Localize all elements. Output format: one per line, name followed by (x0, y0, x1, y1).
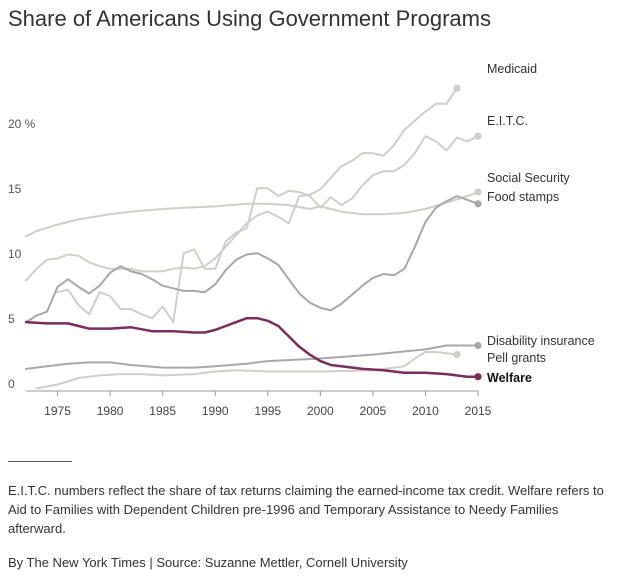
series-end-marker-welfare (474, 373, 482, 381)
y-tick-label-4: 20 % (8, 117, 36, 131)
series-line-e-i-t-c (56, 135, 479, 324)
series-end-marker-pell-grants (453, 351, 461, 359)
credit-line: By The New York Times | Source: Suzanne … (8, 555, 408, 570)
x-tick-label-2: 1985 (149, 404, 176, 418)
series-label-social-security: Social Security (487, 171, 570, 185)
x-tick-label-1: 1980 (97, 404, 124, 418)
series-label-food-stamps: Food stamps (487, 190, 559, 204)
y-tick-label-1: 5 (8, 312, 15, 326)
x-tick-label-5: 2000 (307, 404, 334, 418)
y-tick-label-3: 15 (8, 182, 22, 196)
footnote-text: E.I.T.C. numbers reflect the share of ta… (8, 483, 604, 536)
series-line-pell-grants (35, 351, 458, 390)
line-chart: 0 5 10 15 20 % 1975 1980 1985 1990 1995 2000 2005 2… (8, 62, 595, 418)
series-label-disability-insurance: Disability insurance (487, 334, 595, 348)
x-tick-label-0: 1975 (44, 404, 71, 418)
series-end-marker-social-security (474, 188, 482, 196)
chart-title: Share of Americans Using Government Prog… (8, 6, 491, 31)
series-line-disability-insurance (25, 344, 479, 370)
series-line-food-stamps (25, 195, 479, 324)
series-end-marker-food-stamps (474, 200, 482, 208)
series-label-e-i-t-c: E.I.T.C. (487, 114, 528, 128)
y-axis-ticks: 0 5 10 15 20 % (8, 117, 36, 391)
series-label-welfare: Welfare (487, 371, 532, 385)
y-tick-label-2: 10 (8, 247, 22, 261)
series-label-medicaid: Medicaid (487, 62, 537, 76)
x-tick-label-7: 2010 (412, 404, 439, 418)
x-tick-label-3: 1990 (202, 404, 229, 418)
series-labels: Medicaid E.I.T.C. Social Security Food stam… (487, 62, 595, 385)
series-end-marker-disability-insurance (474, 341, 482, 350)
x-tick-label-6: 2005 (360, 404, 387, 418)
x-tick-label-8: 2015 (465, 404, 492, 418)
series-label-pell-grants: Pell grants (487, 351, 546, 365)
series-line-welfare (24, 316, 480, 378)
footnote-divider (8, 461, 72, 462)
series-end-marker-e-i-t-c (474, 132, 482, 140)
series-line-social-security (25, 191, 479, 238)
x-axis-ticks: 1975 1980 1985 1990 1995 2000 2005 2010 2015 (44, 391, 492, 418)
y-tick-label-0: 0 (8, 377, 15, 391)
series-lines (24, 84, 482, 390)
x-tick-label-4: 1995 (254, 404, 281, 418)
series-end-marker-medicaid (453, 84, 461, 92)
series-line-medicaid (25, 87, 458, 282)
